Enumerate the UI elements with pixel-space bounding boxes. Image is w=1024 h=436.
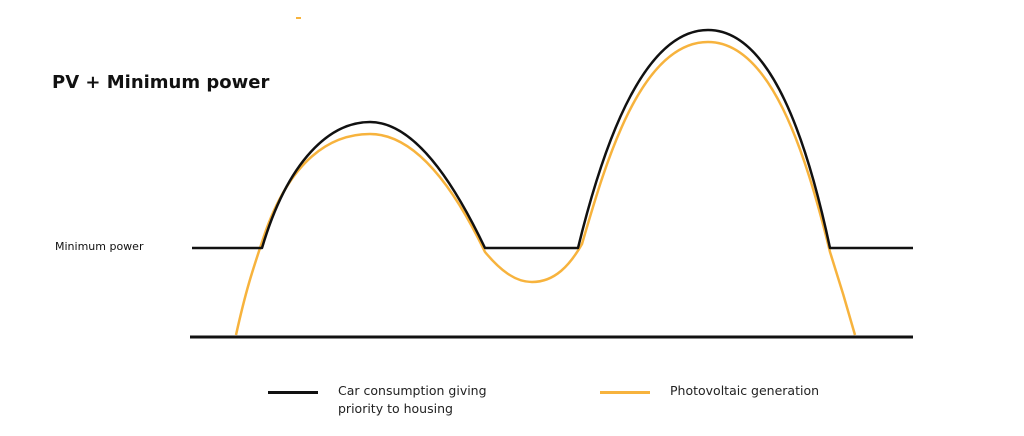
orange-line-icon <box>600 391 650 394</box>
pv-generation-curve <box>234 40 857 336</box>
legend-item-pv: Photovoltaic generation <box>600 382 819 400</box>
legend-label-consumption: Car consumption giving priority to housi… <box>338 383 487 416</box>
legend-label-pv: Photovoltaic generation <box>670 383 820 398</box>
diagram-title: PV + Minimum power <box>52 72 270 93</box>
car-consumption-curve <box>192 28 913 250</box>
black-line-icon <box>268 391 318 394</box>
decorative-mark <box>296 17 301 19</box>
legend-item-consumption: Car consumption giving priority to housi… <box>268 382 487 418</box>
minimum-power-label: Minimum power <box>55 240 144 253</box>
